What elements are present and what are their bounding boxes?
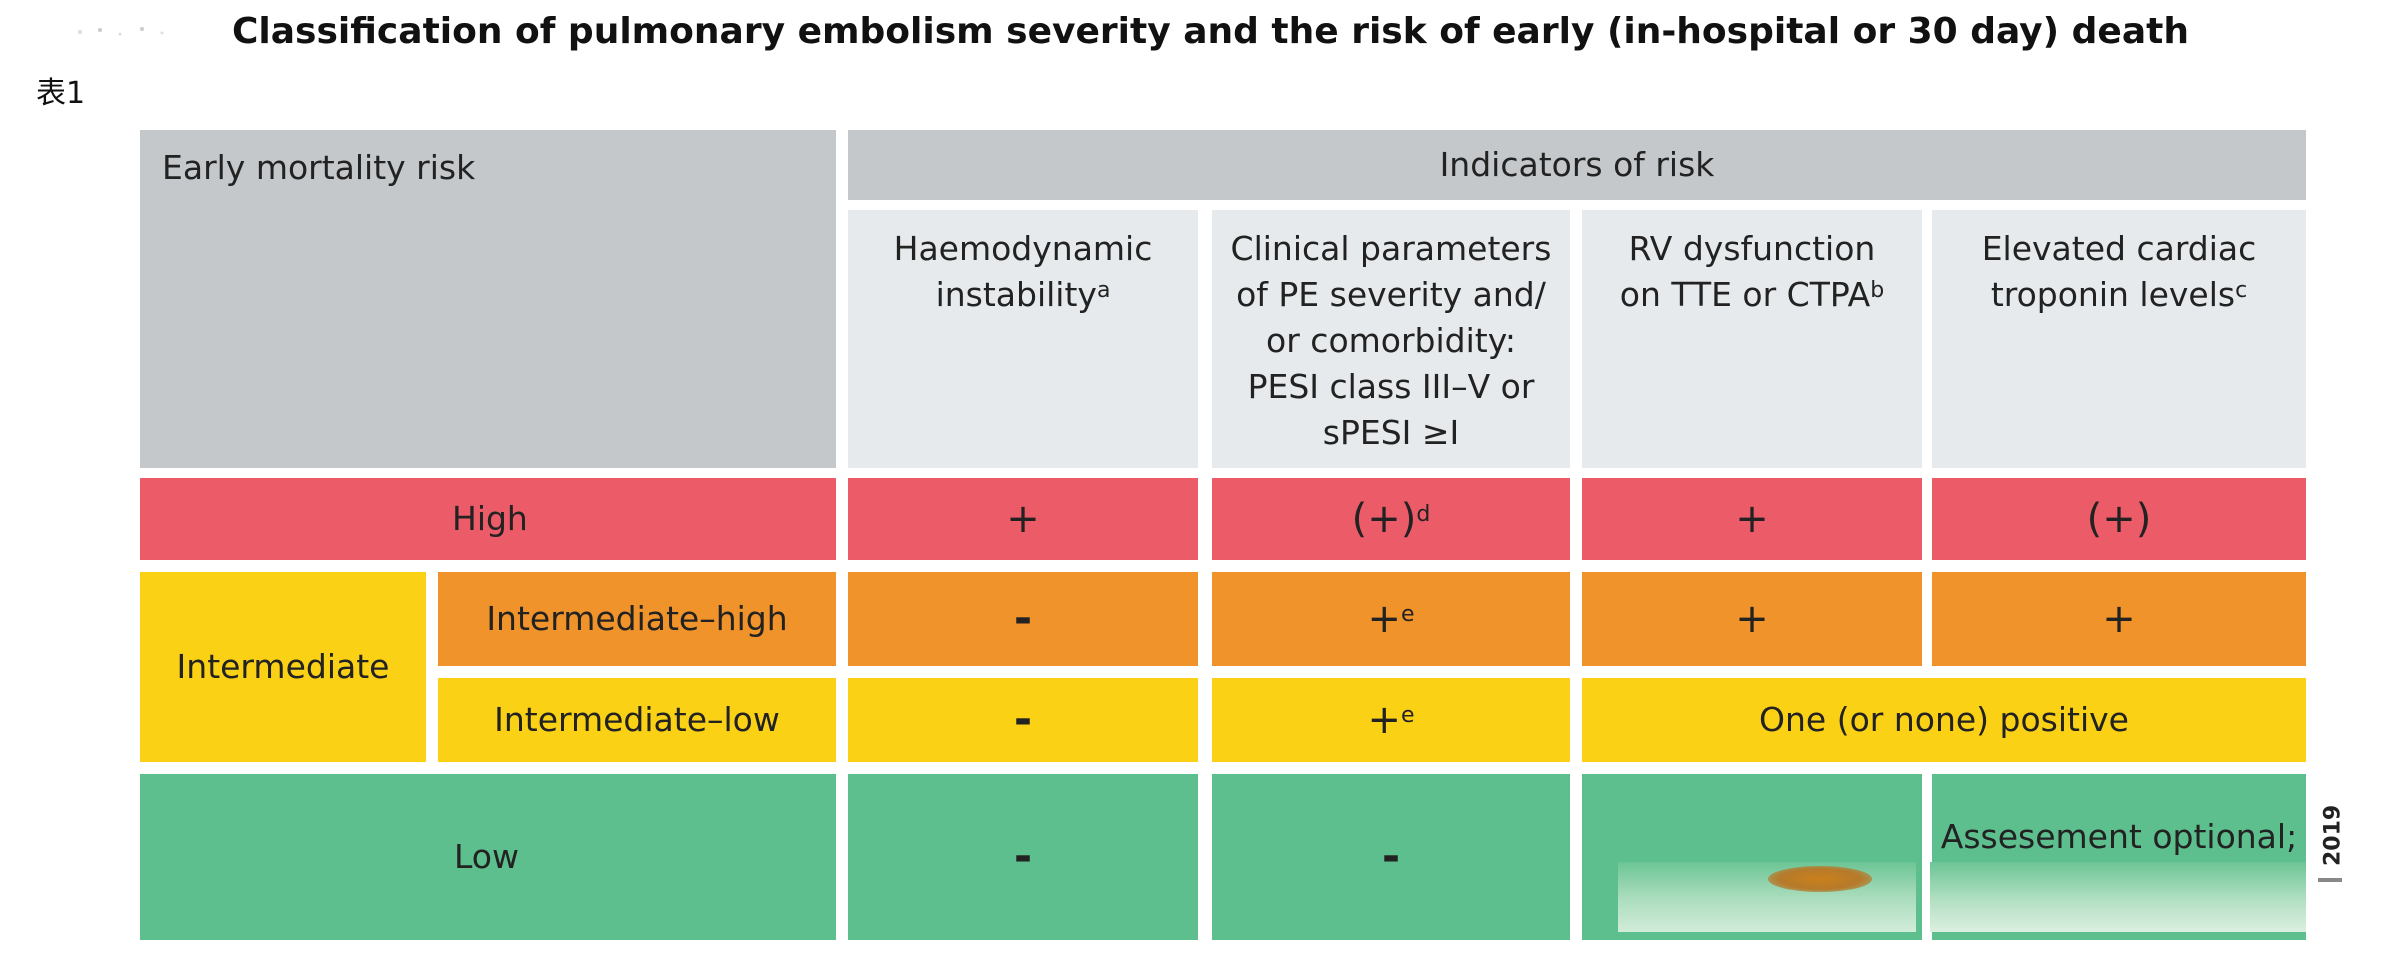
row-low-label: Low	[140, 774, 836, 940]
row-intermediate-label: Intermediate	[140, 572, 426, 762]
row-high-col1: +	[848, 478, 1198, 560]
row-high-col2: (+) d	[1212, 478, 1570, 560]
header-early-mortality-label: Early mortality risk	[162, 148, 476, 187]
header-col4-sup: c	[2235, 278, 2248, 303]
header-indicators-label: Indicators of risk	[1439, 145, 1715, 184]
row-intermediate-high-col1: -	[848, 572, 1198, 666]
header-col2-line5: sPESI ≥I	[1322, 413, 1460, 452]
row-intermediate-high-label-text: Intermediate–high	[486, 599, 788, 638]
row-intermediate-low-col2-value: +	[1367, 697, 1401, 743]
row-intermediate-high-col2-value: +	[1367, 596, 1401, 642]
scan-smear-right	[1930, 862, 2306, 932]
header-col3-sup: b	[1870, 278, 1885, 303]
header-col-rv-dysfunction: RV dysfunction on TTE or CTPAb	[1582, 210, 1922, 468]
row-high-col4-value: (+)	[2086, 496, 2152, 542]
row-high-label: High	[140, 478, 836, 560]
row-high-col2-sup: d	[1416, 502, 1431, 527]
row-intermediate-low-col1: -	[848, 678, 1198, 762]
row-intermediate-low-col2: + e	[1212, 678, 1570, 762]
row-intermediate-low-col2-sup: e	[1400, 703, 1415, 728]
row-low-col2-value: -	[1381, 831, 1401, 882]
row-low-col1-value: -	[1013, 831, 1033, 882]
row-low-col2: -	[1212, 774, 1570, 940]
row-high-col3: +	[1582, 478, 1922, 560]
row-intermediate-high-col4: +	[1932, 572, 2306, 666]
header-col2-line4: PESI class III–V or	[1247, 367, 1535, 406]
row-intermediate-low-label-text: Intermediate–low	[494, 700, 780, 739]
footer-tick	[2318, 878, 2342, 882]
header-col4-text: Elevated cardiac troponin levels	[1981, 229, 2257, 314]
row-low-label-text: Low	[454, 837, 519, 876]
header-indicators-of-risk: Indicators of risk	[848, 130, 2306, 200]
row-intermediate-high-label: Intermediate–high	[438, 572, 836, 666]
header-early-mortality-risk: Early mortality risk	[140, 130, 836, 468]
row-high-label-text: High	[452, 499, 528, 538]
header-col1-sup: a	[1096, 278, 1111, 303]
row-intermediate-high-col1-value: -	[1013, 593, 1033, 644]
row-intermediate-high-col4-value: +	[2102, 596, 2136, 642]
row-intermediate-high-col2: + e	[1212, 572, 1570, 666]
row-intermediate-high-col2-sup: e	[1400, 602, 1415, 627]
row-intermediate-label-text: Intermediate	[176, 647, 390, 686]
header-col-clinical-parameters: Clinical parameters of PE severity and/ …	[1212, 210, 1570, 468]
row-intermediate-low-col34-value: One (or none) positive	[1759, 700, 2129, 739]
header-col-troponin: Elevated cardiac troponin levelsc	[1932, 210, 2306, 468]
header-col1-text: Haemodynamic instability	[893, 229, 1153, 314]
header-col2-line1: Clinical parameters	[1230, 229, 1552, 268]
page-title: Classification of pulmonary embolism sev…	[232, 11, 2189, 52]
row-intermediate-high-col3-value: +	[1735, 596, 1769, 642]
header-col2-line2: of PE severity and/	[1236, 275, 1546, 314]
row-high-col1-value: +	[1006, 496, 1040, 542]
scan-smear-left	[1618, 862, 1916, 932]
table-label: 表1	[36, 76, 86, 111]
row-intermediate-low-col34: One (or none) positive	[1582, 678, 2306, 762]
scan-blob	[1768, 866, 1872, 892]
footer-year: 2019	[2320, 804, 2346, 866]
row-low-col4-value: Assesement optional;	[1940, 817, 2298, 856]
header-col2-line3: or comorbidity:	[1266, 321, 1516, 360]
row-intermediate-low-col1-value: -	[1013, 694, 1033, 745]
row-high-col3-value: +	[1735, 496, 1769, 542]
row-high-col4: (+)	[1932, 478, 2306, 560]
row-high-col2-value: (+)	[1351, 496, 1417, 542]
row-intermediate-low-label: Intermediate–low	[438, 678, 836, 762]
header-col-haemodynamic: Haemodynamic instabilitya	[848, 210, 1198, 468]
row-intermediate-high-col3: +	[1582, 572, 1922, 666]
logo-smudge	[70, 18, 190, 48]
row-low-col1: -	[848, 774, 1198, 940]
header-col3-text: RV dysfunction on TTE or CTPA	[1619, 229, 1876, 314]
